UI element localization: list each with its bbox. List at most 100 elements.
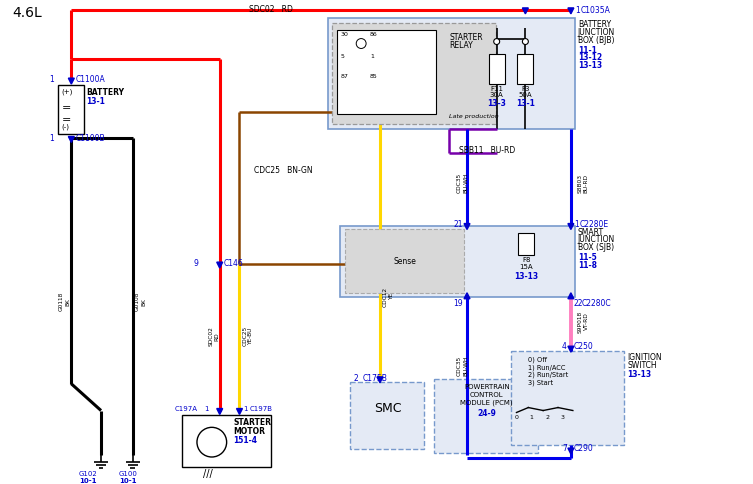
Bar (337, 30, 436, 114)
Text: POWERTRAIN: POWERTRAIN (464, 384, 510, 390)
Text: VT-RD: VT-RD (584, 313, 589, 331)
Text: Sense: Sense (393, 257, 416, 266)
Text: SWITCH: SWITCH (627, 361, 657, 370)
Text: 13-3: 13-3 (487, 99, 506, 108)
Text: BU-WH: BU-WH (463, 173, 468, 193)
Text: CDC12: CDC12 (383, 287, 388, 307)
Text: C175B: C175B (362, 374, 387, 383)
Text: 1: 1 (49, 134, 53, 143)
Text: C2280C: C2280C (582, 299, 611, 308)
Bar (182, 415, 271, 467)
Text: Late production: Late production (450, 114, 499, 119)
Text: CDC35: CDC35 (457, 356, 462, 376)
Text: 86: 86 (370, 31, 378, 37)
Text: 24-9: 24-9 (477, 408, 496, 418)
Polygon shape (568, 448, 574, 454)
Text: C197B: C197B (249, 406, 273, 411)
Text: 13-13: 13-13 (627, 370, 651, 379)
Text: BK: BK (66, 298, 70, 305)
Polygon shape (568, 346, 574, 352)
Text: 4.6L: 4.6L (12, 6, 41, 20)
Text: BU-WH: BU-WH (463, 356, 468, 376)
Bar (333, 23, 495, 123)
Circle shape (197, 427, 227, 457)
Text: BATTERY: BATTERY (578, 20, 611, 29)
Text: 10-1: 10-1 (119, 478, 136, 484)
Text: 1: 1 (204, 406, 209, 411)
Text: 1: 1 (49, 75, 53, 84)
Circle shape (494, 39, 500, 45)
Text: RD: RD (215, 332, 220, 341)
Text: 4: 4 (562, 342, 567, 351)
Text: IGNITION: IGNITION (627, 353, 662, 362)
Text: CDC25: CDC25 (242, 326, 248, 347)
Text: 87: 87 (340, 74, 349, 79)
Text: G100: G100 (118, 471, 137, 477)
Text: 1: 1 (575, 6, 580, 15)
Polygon shape (568, 293, 574, 299)
Text: C1100A: C1100A (75, 75, 105, 84)
Text: CDC25   BN-GN: CDC25 BN-GN (255, 166, 313, 175)
Text: C197A: C197A (175, 406, 198, 411)
Text: =: = (62, 115, 71, 125)
Text: SBB11   BU-RD: SBB11 BU-RD (459, 146, 515, 155)
Text: JUNCTION: JUNCTION (578, 28, 615, 37)
Text: =: = (62, 103, 71, 113)
Text: BU-RD: BU-RD (584, 173, 589, 193)
Text: C1100B: C1100B (75, 134, 105, 143)
Bar (434, 379, 538, 453)
Text: 13-13: 13-13 (578, 61, 602, 70)
Text: 5: 5 (340, 54, 344, 60)
Polygon shape (217, 262, 223, 268)
Text: SDC02: SDC02 (209, 326, 214, 346)
Text: 3) Start: 3) Start (529, 380, 553, 386)
Polygon shape (568, 8, 574, 14)
Text: STARTER: STARTER (450, 32, 483, 42)
Bar (519, 233, 535, 255)
Bar (511, 351, 624, 445)
Text: 1: 1 (529, 415, 533, 421)
Polygon shape (464, 293, 470, 299)
Text: 30A: 30A (489, 92, 504, 98)
Text: 22: 22 (574, 299, 584, 308)
Text: 7: 7 (562, 444, 567, 453)
Text: 1: 1 (574, 220, 578, 228)
Text: 21: 21 (453, 220, 463, 228)
Text: SDC02   RD: SDC02 RD (249, 5, 293, 14)
Polygon shape (69, 78, 75, 84)
Text: STARTER: STARTER (233, 419, 272, 427)
Text: (-): (-) (62, 123, 69, 130)
Bar (59, 85, 84, 134)
Text: G102: G102 (79, 471, 98, 477)
Text: 15A: 15A (520, 264, 533, 270)
Text: 11-1: 11-1 (578, 45, 596, 55)
Polygon shape (236, 408, 242, 414)
Text: 9: 9 (193, 259, 198, 268)
Text: JUNCTION: JUNCTION (578, 235, 615, 244)
Text: 2: 2 (353, 374, 358, 383)
Text: 1) Run/ACC: 1) Run/ACC (529, 364, 566, 371)
Text: S8B03: S8B03 (578, 173, 583, 193)
Text: 13-1: 13-1 (516, 99, 535, 108)
Text: G0108: G0108 (135, 292, 139, 312)
Text: YE: YE (389, 293, 394, 301)
Text: BOX (BJB): BOX (BJB) (578, 36, 614, 45)
Text: 13-13: 13-13 (514, 272, 538, 281)
Bar (489, 54, 505, 84)
Text: 1: 1 (243, 406, 248, 411)
Text: 19: 19 (453, 299, 463, 308)
Text: 151-4: 151-4 (233, 436, 258, 445)
Text: BK: BK (142, 298, 147, 305)
Text: SMART: SMART (578, 227, 604, 237)
Text: C2280E: C2280E (580, 220, 609, 228)
Text: CDC35: CDC35 (457, 173, 462, 193)
Text: S9P018: S9P018 (578, 310, 583, 333)
Text: F3: F3 (521, 86, 529, 92)
Text: 10-1: 10-1 (79, 478, 97, 484)
Text: YE-BU: YE-BU (248, 328, 254, 345)
Text: RELAY: RELAY (450, 41, 473, 49)
Text: 2: 2 (545, 415, 549, 421)
Polygon shape (377, 377, 383, 383)
Text: 0: 0 (514, 415, 518, 421)
Polygon shape (523, 8, 529, 14)
